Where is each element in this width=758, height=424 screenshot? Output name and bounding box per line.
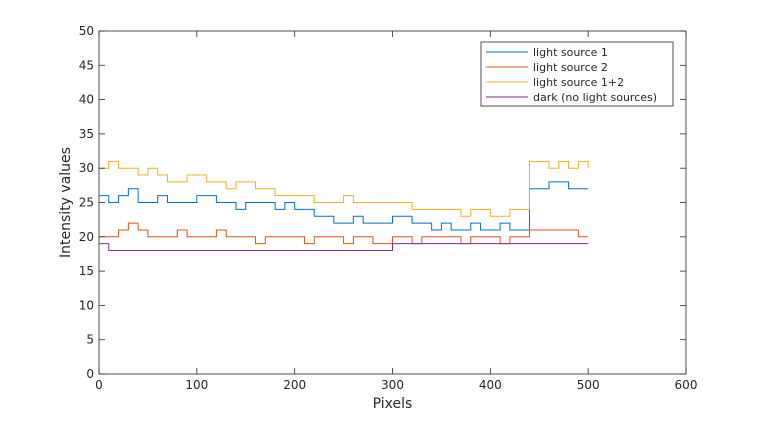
y-tick-label: 45 [79, 58, 94, 72]
x-tick-label: 0 [95, 378, 103, 392]
y-tick-label: 35 [79, 127, 94, 141]
legend-label: light source 2 [533, 61, 608, 74]
axis-ticks: 0 100 200 300 400 500 600 0 5 10 15 20 25 30 35 40 45 50 [79, 24, 698, 392]
y-tick-label: 25 [79, 196, 94, 210]
legend-label: light source 1+2 [533, 76, 624, 89]
y-tick-label: 40 [79, 93, 94, 107]
x-tick-label: 600 [675, 378, 698, 392]
y-tick-label: 20 [79, 230, 94, 244]
x-tick-label: 500 [577, 378, 600, 392]
y-tick-label: 0 [86, 367, 94, 381]
series-line-light-source-1-2 [99, 160, 589, 217]
legend-label: light source 1 [533, 46, 608, 59]
legend-label: dark (no light sources) [533, 91, 657, 104]
x-tick-label: 200 [283, 378, 306, 392]
y-tick-label: 10 [79, 298, 94, 312]
x-tick-label: 100 [185, 378, 208, 392]
y-tick-label: 50 [79, 24, 94, 38]
series-line-light-source-1 [99, 181, 589, 231]
legend: light source 1 light source 2 light source… [480, 41, 674, 107]
y-tick-label: 5 [86, 333, 94, 347]
x-tick-label: 400 [479, 378, 502, 392]
x-tick-label: 300 [381, 378, 404, 392]
y-tick-label: 30 [79, 161, 94, 175]
y-axis-label: Intensity values [58, 147, 74, 258]
series-lines [99, 160, 589, 252]
legend-box [480, 41, 674, 107]
series-line-dark-no-light-sources [99, 243, 589, 252]
series-line-light-source-2 [99, 222, 589, 245]
x-axis-label: Pixels [373, 396, 413, 412]
y-tick-label: 15 [79, 264, 94, 278]
